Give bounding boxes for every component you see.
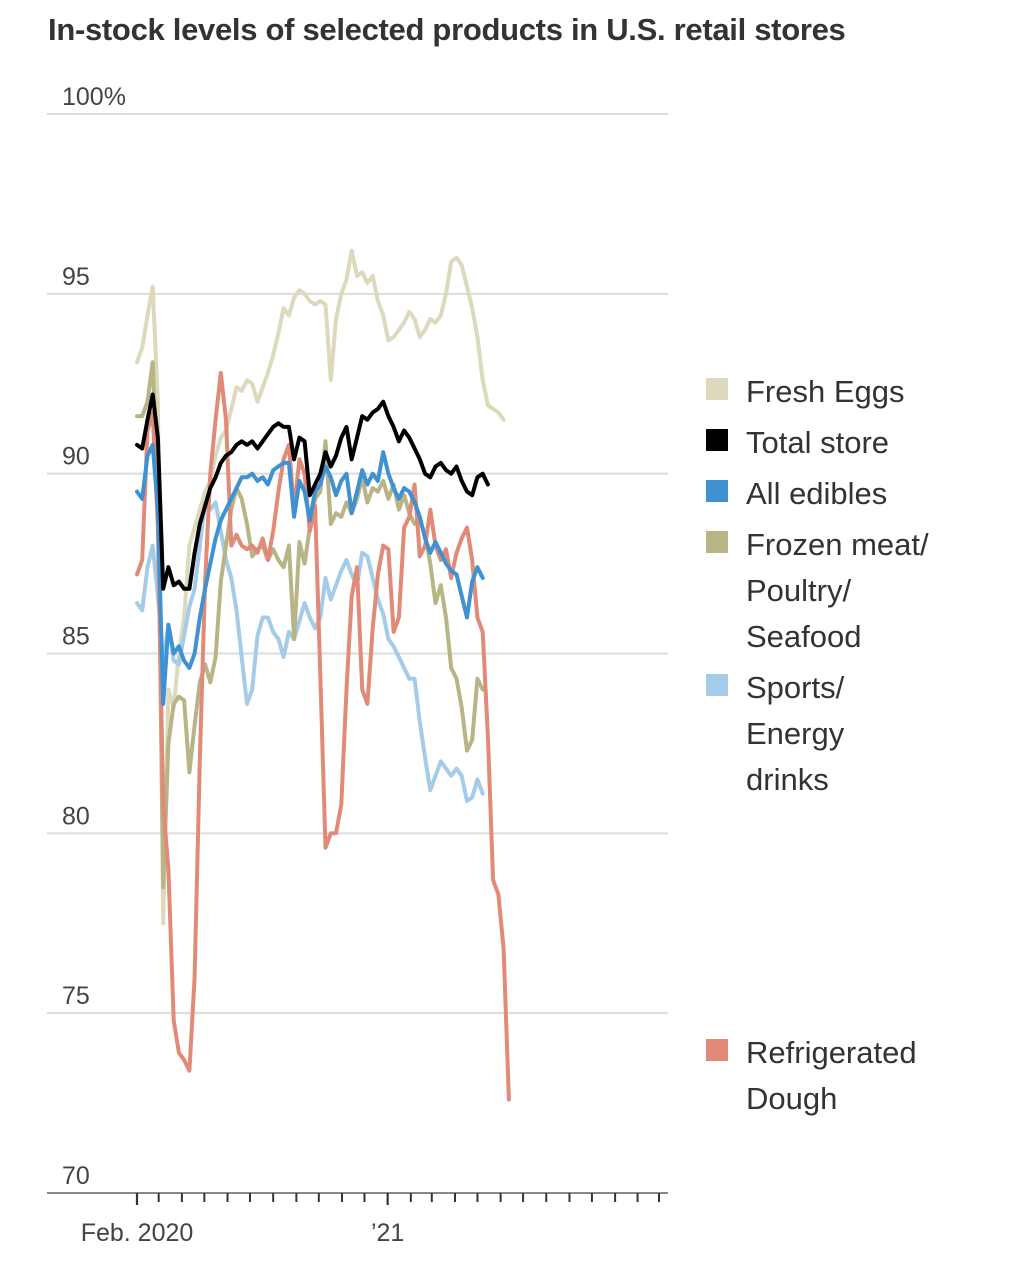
y-axis-tick-labels: 100% 95 90 85 80 75 70 [62,83,126,1190]
legend-swatch-sports-energy-drinks [706,674,728,696]
series-line-refrigerated-dough [135,371,511,1102]
series-line-all-edibles [135,442,485,706]
legend: Fresh Eggs Total store All edibles Frozen m… [706,0,1026,1280]
legend-label-total-store: Total store [746,425,890,460]
series-lines [135,248,511,1102]
y-tick-label-90: 90 [62,443,90,471]
series-line-frozen-meat-poultry-seafood [135,360,485,890]
legend-swatch-all-edibles [706,480,728,502]
series-line-total-store [135,392,490,591]
series-line-sports-energy-drinks [135,500,485,803]
y-tick-label-80: 80 [62,802,90,830]
legend-label-all-edibles: All edibles [746,476,888,511]
legend-swatch-refrigerated-dough [706,1039,728,1061]
legend-label-fresh-eggs: Fresh Eggs [746,374,905,409]
legend-label-frozen-meat-poultry-seafood: Frozen meat/ Poultry/ Seafood [746,527,929,654]
chart-title: In-stock levels of selected products in … [48,12,846,47]
y-tick-label-75: 75 [62,982,90,1010]
y-tick-label-95: 95 [62,263,90,291]
legend-label-sports-energy-drinks: Sports/ Energy drinks [746,670,845,797]
y-tick-label-85: 85 [62,623,90,651]
x-axis: Feb. 2020 ’21 [81,1193,660,1247]
legend-swatch-frozen-meat-poultry-seafood [706,531,728,553]
x-tick-label-2021-01-01: ’21 [371,1219,404,1247]
legend-swatch-fresh-eggs [706,378,728,400]
x-tick-label-2020-02-01: Feb. 2020 [81,1219,194,1247]
y-tick-label-100: 100% [62,83,126,111]
y-tick-label-70: 70 [62,1162,90,1190]
series-line-fresh-eggs [135,248,506,926]
legend-label-refrigerated-dough: Refrigerated Dough [746,1035,917,1116]
legend-swatch-total-store [706,429,728,451]
